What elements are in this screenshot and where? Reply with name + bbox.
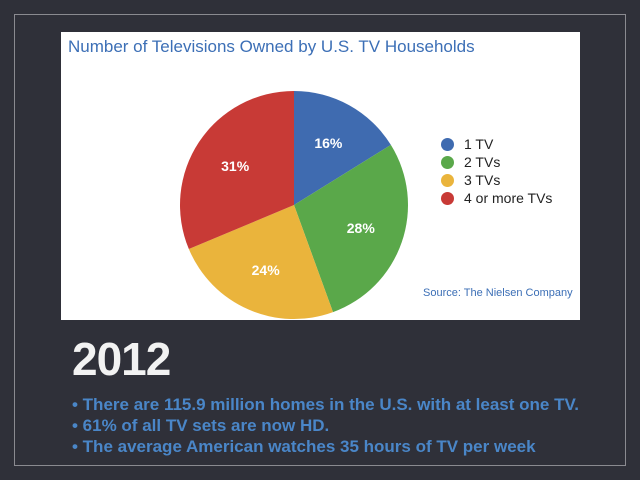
pie-chart: 16% 28% 24% 31% bbox=[180, 91, 408, 319]
slide-frame bbox=[14, 14, 626, 466]
legend-item: 2 TVs bbox=[441, 153, 552, 171]
slide-year-heading: 2012 bbox=[72, 333, 171, 385]
pie-slice bbox=[180, 91, 294, 250]
legend-label: 3 TVs bbox=[464, 172, 501, 188]
legend-swatch bbox=[441, 155, 454, 169]
legend-swatch bbox=[441, 191, 454, 205]
legend-swatch bbox=[441, 173, 454, 187]
chart-card: Number of Televisions Owned by U.S. TV H… bbox=[61, 32, 580, 320]
chart-title: Number of Televisions Owned by U.S. TV H… bbox=[68, 37, 475, 56]
legend-item: 4 or more TVs bbox=[441, 189, 552, 207]
legend-label: 4 or more TVs bbox=[464, 190, 553, 206]
legend-label: 2 TVs bbox=[464, 154, 501, 170]
bullet-item: • The average American watches 35 hours … bbox=[72, 437, 536, 456]
legend-item: 3 TVs bbox=[441, 171, 552, 189]
bullet-item: • There are 115.9 million homes in the U… bbox=[72, 395, 579, 414]
chart-source: Source: The Nielsen Company bbox=[423, 287, 573, 299]
pie-slice-label: 31% bbox=[221, 158, 250, 174]
pie-slice-label: 24% bbox=[252, 262, 281, 278]
pie-slice bbox=[294, 91, 391, 205]
legend-swatch bbox=[441, 137, 454, 151]
chart-legend: 1 TV 2 TVs 3 TVs 4 or more TVs bbox=[441, 135, 552, 207]
pie-slice-label: 28% bbox=[347, 220, 376, 236]
pie-slice-label: 16% bbox=[314, 135, 343, 151]
legend-label: 1 TV bbox=[464, 136, 494, 152]
pie-slice bbox=[294, 144, 408, 313]
legend-item: 1 TV bbox=[441, 135, 552, 153]
bullet-item: • 61% of all TV sets are now HD. bbox=[72, 416, 330, 435]
bullet-list: • There are 115.9 million homes in the U… bbox=[72, 394, 602, 457]
pie-slice bbox=[188, 205, 333, 319]
